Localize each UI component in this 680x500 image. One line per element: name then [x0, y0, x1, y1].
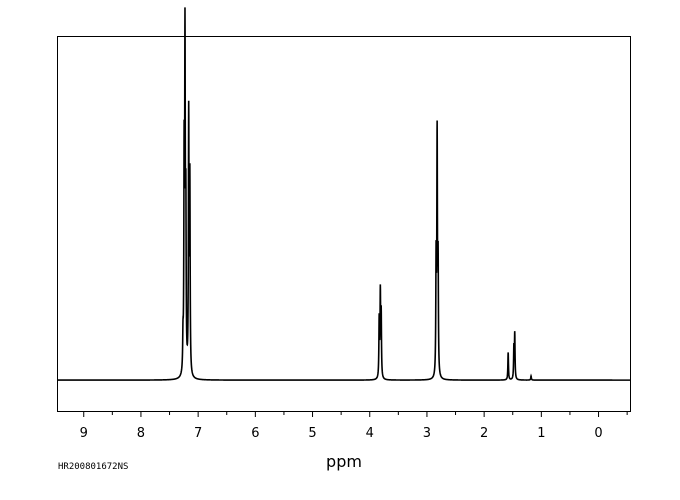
x-tick-label: 6 — [251, 426, 259, 441]
x-tick-label: 1 — [537, 426, 545, 441]
x-axis-label: ppm — [326, 452, 362, 471]
x-axis-ticks — [83, 411, 628, 417]
x-tick-label: 7 — [194, 426, 202, 441]
x-axis-tick-labels: 9 8 7 6 5 4 3 2 1 0 — [80, 426, 603, 441]
x-tick-label: 3 — [423, 426, 431, 441]
spectrum-trace — [58, 7, 630, 381]
plot-frame — [57, 36, 631, 412]
x-tick-label: 0 — [594, 426, 602, 441]
x-tick-label: 4 — [366, 426, 374, 441]
x-tick-label: 2 — [480, 426, 488, 441]
sample-id-label: HR200801672NS — [58, 462, 128, 472]
x-tick-label: 5 — [308, 426, 316, 441]
x-tick-label: 9 — [80, 426, 88, 441]
x-tick-label: 8 — [137, 426, 145, 441]
